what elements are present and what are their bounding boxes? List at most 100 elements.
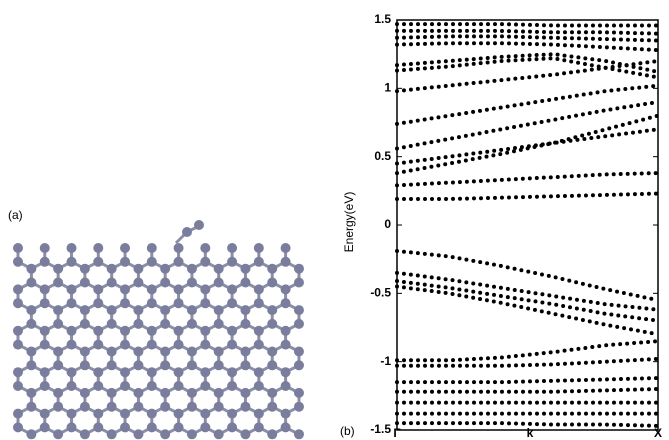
atom: [107, 319, 117, 329]
atom: [80, 264, 90, 274]
atom: [174, 243, 184, 253]
atom: [240, 388, 250, 398]
atom: [254, 409, 264, 419]
atom: [93, 284, 103, 294]
atom: [200, 326, 210, 336]
atom: [267, 429, 277, 439]
atom: [147, 409, 157, 419]
atom: [200, 298, 210, 308]
atom: [174, 381, 184, 391]
atom: [147, 257, 157, 267]
atom: [133, 429, 143, 439]
y-tick-label: -0.5: [370, 286, 391, 300]
atom: [133, 319, 143, 329]
atom: [294, 347, 304, 357]
atom: [67, 257, 77, 267]
atom: [133, 347, 143, 357]
atom: [107, 402, 117, 412]
atom: [182, 227, 192, 237]
atom: [13, 422, 23, 432]
atom: [107, 429, 117, 439]
atom: [26, 429, 36, 439]
atom: [80, 319, 90, 329]
atom: [200, 422, 210, 432]
atom: [26, 388, 36, 398]
atom: [160, 429, 170, 439]
atom: [53, 278, 63, 288]
atom: [174, 340, 184, 350]
atom: [133, 264, 143, 274]
atom: [254, 284, 264, 294]
atom: [281, 298, 291, 308]
atom: [187, 402, 197, 412]
atom: [107, 305, 117, 315]
y-axis-label: Energy(eV): [342, 192, 356, 253]
atom: [53, 402, 63, 412]
atom: [13, 340, 23, 350]
atom: [160, 278, 170, 288]
atom: [227, 340, 237, 350]
atom: [120, 284, 130, 294]
atom: [67, 284, 77, 294]
atom: [254, 243, 264, 253]
atom: [26, 402, 36, 412]
atom: [80, 429, 90, 439]
atom: [227, 243, 237, 253]
atom: [40, 243, 50, 253]
band-line: [397, 24, 658, 25]
atom: [160, 388, 170, 398]
atom: [214, 388, 224, 398]
y-tick-label: 1: [384, 81, 391, 95]
atom: [80, 305, 90, 315]
atom: [160, 305, 170, 315]
atom: [67, 340, 77, 350]
atom: [254, 381, 264, 391]
atom: [294, 264, 304, 274]
atom: [187, 388, 197, 398]
atom: [80, 360, 90, 370]
band-line: [397, 341, 658, 360]
atom: [147, 340, 157, 350]
band-line: [397, 194, 658, 199]
atom: [294, 319, 304, 329]
atom: [227, 409, 237, 419]
atom: [240, 278, 250, 288]
band-line: [397, 389, 658, 392]
atom: [120, 257, 130, 267]
atom: [294, 278, 304, 288]
atom: [294, 305, 304, 315]
plot-frame: [397, 20, 658, 430]
atom: [133, 278, 143, 288]
atom: [133, 360, 143, 370]
y-tick-label: 1.5: [374, 12, 391, 26]
atom: [67, 381, 77, 391]
atom: [93, 243, 103, 253]
atom: [53, 347, 63, 357]
band-line: [397, 102, 658, 148]
atom: [107, 360, 117, 370]
atom: [120, 326, 130, 336]
atom: [40, 257, 50, 267]
atom: [93, 409, 103, 419]
atom: [281, 381, 291, 391]
atom: [214, 429, 224, 439]
atom: [26, 264, 36, 274]
atom: [254, 367, 264, 377]
atom: [187, 319, 197, 329]
band-line: [397, 36, 658, 40]
atom: [40, 326, 50, 336]
atom: [133, 305, 143, 315]
atom: [120, 340, 130, 350]
atom: [227, 298, 237, 308]
atom: [53, 360, 63, 370]
atom: [174, 298, 184, 308]
atom: [40, 340, 50, 350]
atom: [240, 305, 250, 315]
atom: [120, 367, 130, 377]
atom: [227, 381, 237, 391]
atom: [214, 278, 224, 288]
atom: [200, 340, 210, 350]
y-tick-label: 0: [384, 217, 391, 231]
atom: [107, 388, 117, 398]
atom: [53, 388, 63, 398]
